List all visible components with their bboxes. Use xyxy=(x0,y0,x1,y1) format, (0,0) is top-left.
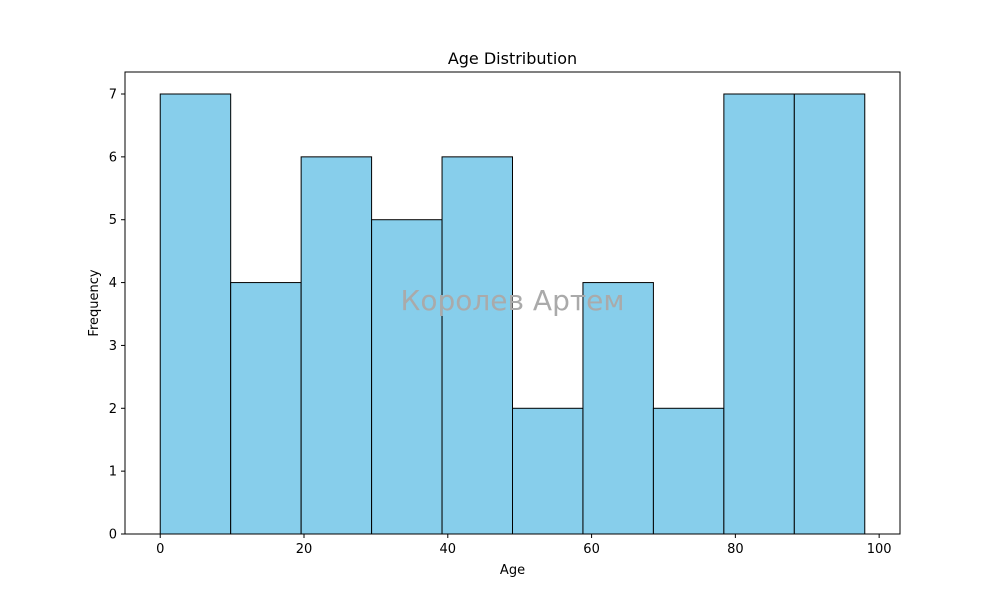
x-tick-label: 20 xyxy=(296,542,313,557)
x-tick-label: 80 xyxy=(727,542,744,557)
y-tick-label: 4 xyxy=(109,276,117,291)
histogram-bar-2 xyxy=(300,156,373,535)
axes-frame xyxy=(124,71,901,535)
chart-title: Age Distribution xyxy=(448,49,577,68)
histogram-bar-0 xyxy=(159,93,232,535)
histogram-bar-5 xyxy=(512,407,584,535)
x-tick-label: 0 xyxy=(156,542,164,557)
y-tick-label: 2 xyxy=(109,402,117,417)
histogram-bar-9 xyxy=(793,93,866,535)
y-axis-label: Frequency xyxy=(87,269,102,336)
x-tick-label: 40 xyxy=(440,542,457,557)
y-tick-label: 3 xyxy=(109,339,117,354)
x-tick-label: 100 xyxy=(867,542,892,557)
x-axis-label: Age xyxy=(500,563,525,578)
ticks-layer: 0 20 40 60 80 100 0 1 2 3 4 5 6 7 xyxy=(109,88,892,558)
histogram-bar-3 xyxy=(371,219,443,535)
y-tick-label: 6 xyxy=(109,150,117,165)
histogram-bar-1 xyxy=(230,282,302,535)
y-tick-label: 1 xyxy=(109,465,117,480)
histogram-bar-6 xyxy=(582,282,654,535)
y-tick-label: 5 xyxy=(109,213,117,228)
watermark: Королев Артем xyxy=(400,284,624,317)
x-tick-label: 60 xyxy=(583,542,600,557)
histogram-bar-8 xyxy=(723,93,795,535)
histogram-bar-4 xyxy=(441,156,513,535)
y-tick-label: 7 xyxy=(109,88,117,103)
y-tick-label: 0 xyxy=(109,528,117,543)
bars-layer xyxy=(159,93,866,535)
histogram-bar-7 xyxy=(652,407,725,535)
